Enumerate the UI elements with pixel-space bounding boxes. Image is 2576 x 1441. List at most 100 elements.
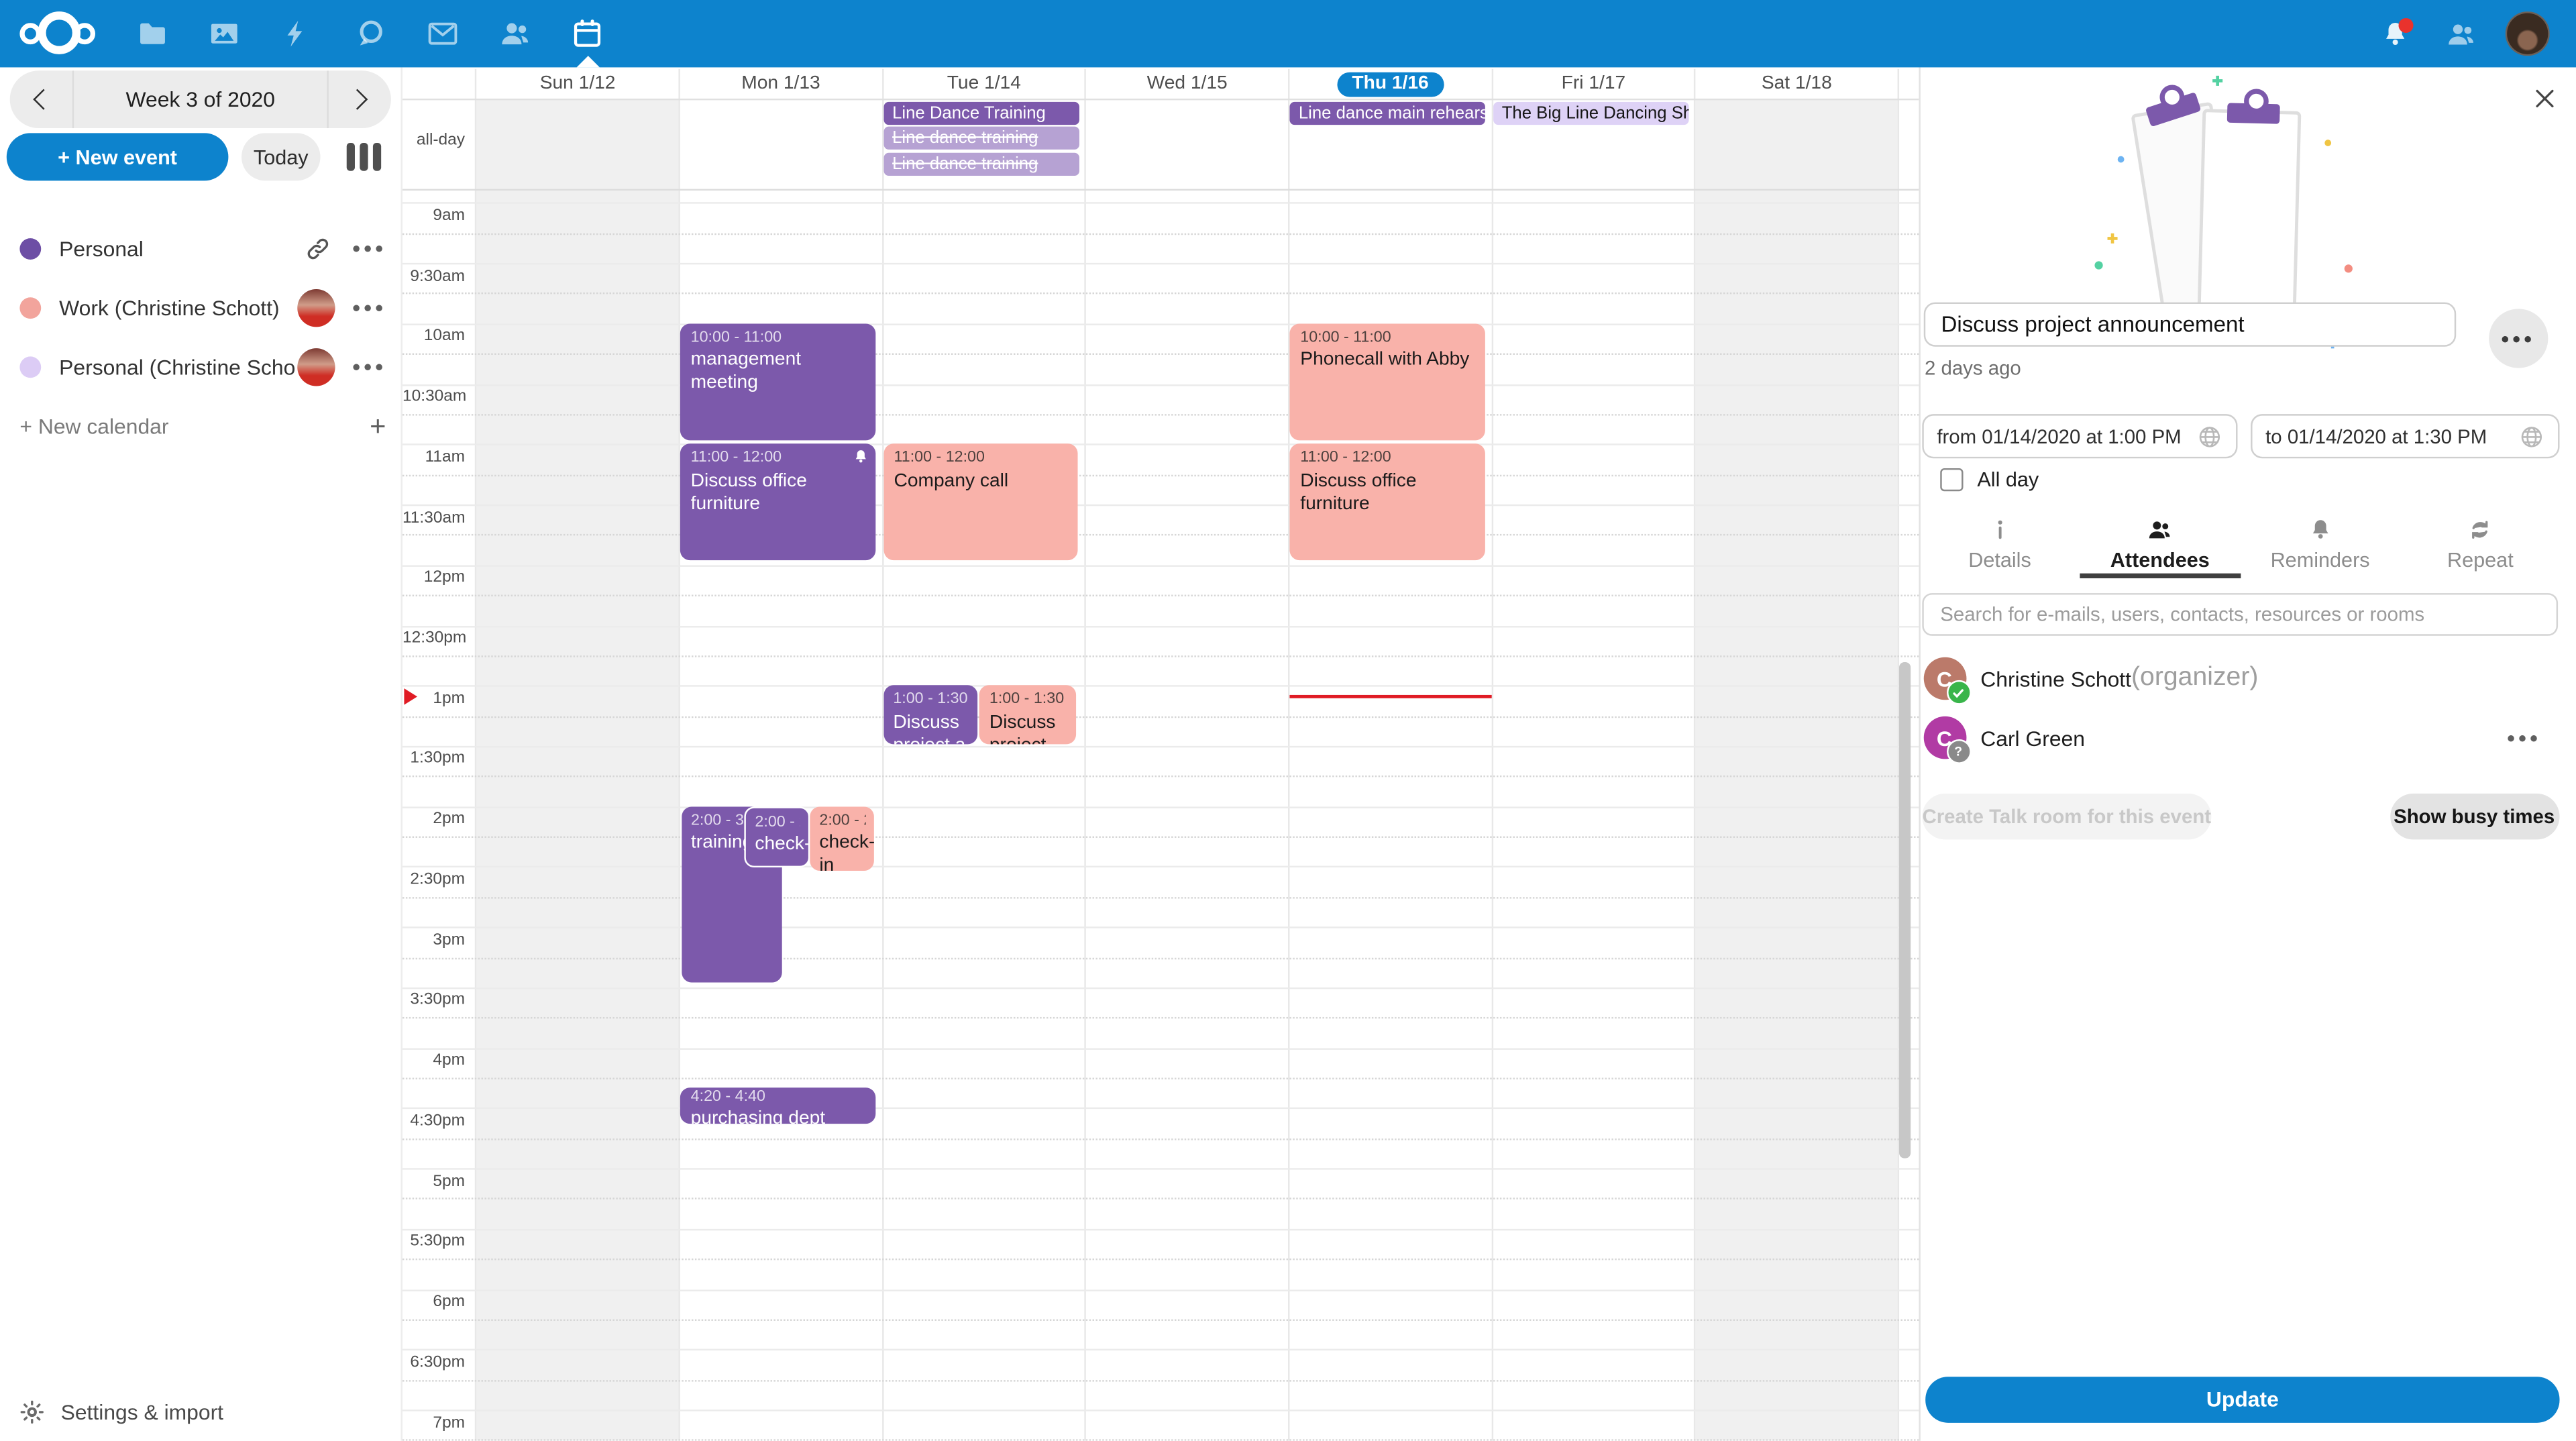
allday-event[interactable]: Line Dance Training [883,101,1079,125]
tab-reminders[interactable]: Reminders [2240,509,2400,578]
nextcloud-logo-icon[interactable] [19,11,97,56]
tab-attendees[interactable]: Attendees [2080,509,2241,579]
gear-icon [20,1399,44,1423]
sidebar-calendar-item[interactable]: Personal ●●● [0,223,402,272]
calendar-event[interactable]: 11:00 - 12:00 Discuss office furniture [680,443,875,561]
time-axis-label: 3pm [433,930,466,949]
attendee-avatar: C [1923,657,1971,705]
calendar-event[interactable]: 2:00 - 2:30 check-in [743,806,810,867]
allday-event[interactable]: Line dance training [883,126,1079,150]
calendar-owner-avatar [297,288,335,327]
show-busy-times-button[interactable]: Show busy times [2390,793,2559,840]
grid-hour-line [402,926,1919,929]
sidebar-calendar-item[interactable]: Work (Christine Schott) ●●● [0,282,402,331]
event-actions-menu-button[interactable]: ●●● [2487,309,2548,368]
calendar-event[interactable]: 10:00 - 11:00 management meeting [680,323,875,441]
grid-quarter-line [402,1319,1919,1321]
app-calendar-icon[interactable] [551,0,624,68]
calendar-event[interactable]: 2:00 - 2:30 check-in [809,806,874,871]
calendar-event[interactable]: 1:00 - 1:30 Discuss project [979,685,1076,745]
new-calendar-button[interactable]: + New calendar + [0,401,402,450]
calendar-menu-icon[interactable]: ●●● [352,299,386,316]
time-axis-label: 5:30pm [410,1232,466,1251]
top-bar [0,0,2576,68]
app-talk-icon[interactable] [333,0,406,67]
last-modified-label: 2 days ago [1924,356,2021,380]
attendee-role: (organizer) [2131,663,2259,692]
grid-quarter-line [402,836,1919,839]
day-header-label: Sun 1/12 [539,74,616,94]
event-time: 4:20 - 4:40 [690,1089,765,1106]
all-day-checkbox[interactable] [1939,468,1963,492]
calendar-color-dot [19,297,42,318]
app-contacts-icon[interactable] [479,0,551,67]
timezone-globe-icon[interactable] [2518,423,2544,449]
tab-label: Repeat [2447,547,2514,572]
grid-column-line [1287,68,1290,1441]
time-axis-label: 10am [423,327,466,346]
sidebar-calendar-item[interactable]: Personal (Christine Scho… ●●● [0,341,402,390]
vertical-scrollbar[interactable] [1899,661,1910,1159]
tab-label: Details [1968,547,2031,572]
time-axis-label: 3:30pm [410,991,466,1010]
attendee-search-input[interactable] [1923,594,2557,635]
grid-hour-line [402,203,1919,205]
event-end-field[interactable]: to 01/14/2020 at 1:30 PM [2251,414,2560,459]
grid-quarter-line [402,1077,1919,1079]
time-axis-label: 1pm [433,689,466,708]
allday-event[interactable]: Line dance training [883,152,1079,176]
update-button[interactable]: Update [1925,1377,2560,1422]
today-button[interactable]: Today [241,133,321,181]
grid-quarter-line [402,474,1919,476]
tab-details[interactable]: Details [1920,509,2080,578]
time-axis-label: 4pm [433,1051,466,1070]
calendar-event[interactable]: 4:20 - 4:40 purchasing dept [680,1087,875,1124]
grid-quarter-line [402,1379,1919,1381]
event-title-input[interactable] [1923,302,2455,347]
close-icon[interactable] [2532,85,2558,111]
app-activity-icon[interactable] [260,0,333,67]
tab-repeat[interactable]: Repeat [2400,509,2561,578]
calendar-owner-avatar [297,347,335,386]
calendar-event[interactable]: 1:00 - 1:30 Discuss project announcement [883,685,977,745]
calendar-menu-icon[interactable]: ●●● [352,358,386,375]
contacts-menu-icon[interactable] [2433,0,2489,67]
notification-badge [2398,17,2414,33]
week-navigation[interactable]: Week 3 of 2020 [9,70,391,129]
calendar-event[interactable]: 11:00 - 12:00 Discuss office furniture [1290,443,1485,561]
share-link-icon[interactable] [306,235,331,260]
settings-import-button[interactable]: Settings & import [19,1393,223,1430]
allday-event[interactable]: The Big Line Dancing Show [1493,101,1689,125]
time-axis-label: 6pm [433,1293,466,1312]
attendee-name: Christine Schott [1980,666,2131,691]
day-header: Wed 1/15 [1085,69,1289,99]
grid-hour-line [402,1289,1919,1291]
calendar-event[interactable]: 10:00 - 11:00 Phonecall with Abby [1290,323,1485,441]
time-axis-label: 2:30pm [410,870,466,889]
grid-quarter-line [402,655,1919,657]
user-avatar[interactable] [2505,11,2550,56]
app-mail-icon[interactable] [406,0,478,67]
grid-hour-line [402,504,1919,506]
new-event-button[interactable]: + New event [6,133,229,181]
event-time: 11:00 - 12:00 [894,449,985,468]
week-label[interactable]: Week 3 of 2020 [125,87,275,112]
tab-label: Attendees [2110,547,2210,572]
app-photos-icon[interactable] [188,0,260,67]
view-toggle-icon[interactable] [346,143,382,171]
create-talk-room-button[interactable]: Create Talk room for this event [1922,793,2212,840]
allday-event[interactable]: Line dance main rehearsal [1290,101,1486,125]
grid-column-line [881,68,883,1441]
grid-hour-line [402,866,1919,869]
calendar-event[interactable]: 11:00 - 12:00 Company call [883,443,1079,561]
calendar-color-dot [19,356,42,378]
day-header-label: Sat 1/18 [1761,74,1832,94]
app-files-icon[interactable] [115,0,187,67]
event-start-field[interactable]: from 01/14/2020 at 1:00 PM [1922,414,2238,459]
grid-hour-line [402,1228,1919,1230]
timezone-globe-icon[interactable] [2196,423,2222,449]
attendee-menu-icon[interactable]: ●●● [2506,729,2541,746]
calendar-menu-icon[interactable]: ●●● [352,239,386,257]
notifications-bell-icon[interactable] [2367,0,2423,67]
